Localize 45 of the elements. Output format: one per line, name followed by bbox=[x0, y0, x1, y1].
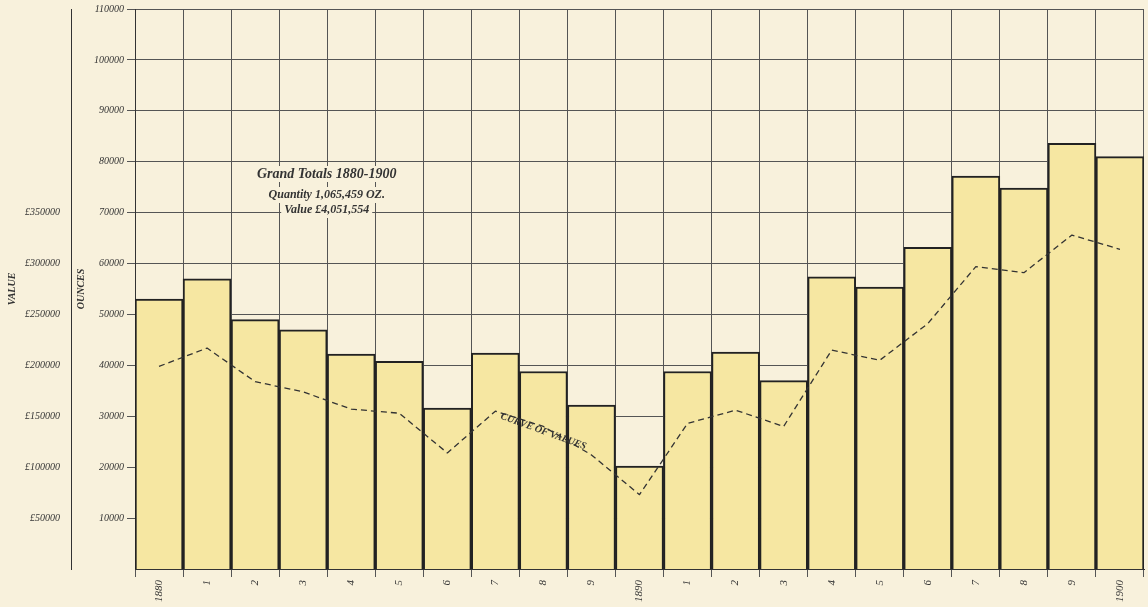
y2-tick-label: £300000 bbox=[25, 257, 60, 269]
y-tick-label: 70000 bbox=[99, 206, 124, 218]
y2-tick-label: £100000 bbox=[25, 460, 60, 472]
y2-tick-label: £350000 bbox=[25, 206, 60, 218]
line-series bbox=[158, 234, 1121, 496]
x-tick-label: 1880 bbox=[151, 579, 164, 602]
annotation: Grand Totals 1880-1900 bbox=[256, 165, 397, 181]
y-tick-label: 100000 bbox=[94, 53, 124, 65]
x-tick-label: 6 bbox=[920, 579, 933, 586]
y-axis-title: OUNCES bbox=[74, 268, 86, 310]
y-tick-label: 110000 bbox=[94, 2, 124, 14]
x-tick-label: 1900 bbox=[1112, 579, 1125, 602]
x-tick-label: 2 bbox=[728, 579, 741, 586]
annotation: Quantity 1,065,459 OZ. bbox=[268, 187, 385, 202]
x-tick-label: 1 bbox=[680, 580, 693, 586]
y2-tick-label: £250000 bbox=[25, 308, 60, 320]
x-tick-label: 2 bbox=[248, 579, 261, 586]
y2-axis-title: VALUE bbox=[5, 272, 17, 306]
x-tick-label: 8 bbox=[1016, 579, 1029, 586]
x-tick-label: 1890 bbox=[632, 579, 645, 602]
y2-tick-label: £150000 bbox=[25, 409, 60, 421]
y-tick-label: 10000 bbox=[99, 511, 124, 523]
y-tick-label: 20000 bbox=[99, 460, 124, 472]
y-tick-label: 40000 bbox=[99, 358, 124, 370]
y2-tick-label: £200000 bbox=[25, 358, 60, 370]
y-tick-label: 30000 bbox=[98, 409, 124, 421]
annotation: Value £4,051,554 bbox=[284, 202, 370, 217]
y-tick-label: 60000 bbox=[99, 257, 124, 269]
x-tick-label: 4 bbox=[824, 579, 837, 586]
x-tick-label: 3 bbox=[776, 579, 789, 587]
x-tick-label: 6 bbox=[440, 579, 453, 586]
x-tick-label: 7 bbox=[488, 579, 501, 586]
x-tick-label: 8 bbox=[536, 579, 549, 586]
y-tick-label: 50000 bbox=[99, 308, 124, 320]
y-tick-label: 90000 bbox=[99, 104, 124, 116]
x-tick-label: 3 bbox=[296, 579, 309, 587]
x-tick-label: 9 bbox=[584, 579, 597, 586]
y-tick-label: 80000 bbox=[99, 155, 124, 167]
x-tick-label: 5 bbox=[872, 579, 885, 586]
x-tick-label: 4 bbox=[344, 579, 357, 586]
x-tick-label: 9 bbox=[1064, 579, 1077, 586]
x-tick-label: 7 bbox=[968, 579, 981, 586]
y2-tick-label: £50000 bbox=[30, 511, 60, 523]
x-tick-label: 1 bbox=[199, 580, 212, 586]
x-tick-label: 5 bbox=[392, 579, 405, 586]
